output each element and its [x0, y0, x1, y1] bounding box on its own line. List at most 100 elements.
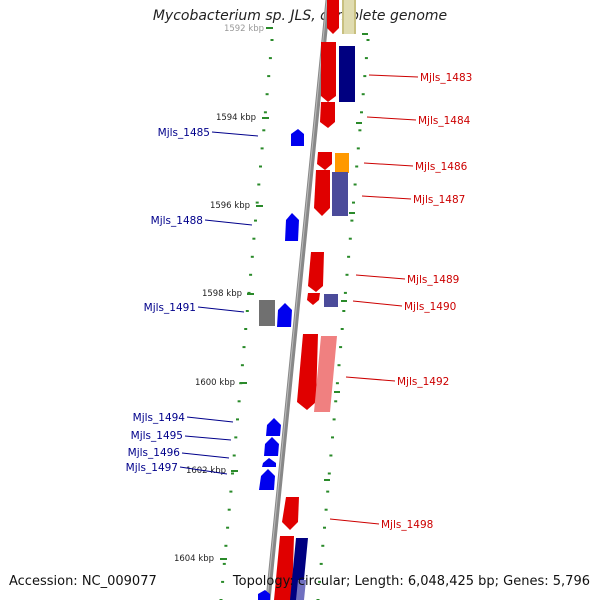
minor-tick [366, 39, 370, 41]
gene-arrow-lower-plus[interactable] [258, 590, 270, 600]
gene-block-mjls-1487[interactable] [332, 172, 348, 216]
minor-tick [270, 39, 274, 41]
scale-label-1596: 1596 kbp [210, 201, 250, 211]
minor-tick [229, 490, 233, 493]
gene-label-mjls-1484[interactable]: Mjls_1484 [418, 115, 471, 127]
gene-label-mjls-1485[interactable]: Mjls_1485 [158, 127, 210, 139]
minor-tick [337, 364, 341, 367]
minor-tick [361, 93, 365, 96]
gene-label-mjls-1495[interactable]: Mjls_1495 [131, 430, 183, 442]
gene-arrow-mjls-1485[interactable] [291, 129, 304, 146]
leader-mjls-1485 [211, 131, 259, 137]
gene-arrow-mjls-1487[interactable] [314, 170, 330, 216]
scale-label-1594: 1594 kbp [216, 113, 256, 123]
gene-label-mjls-1489[interactable]: Mjls_1489 [407, 274, 459, 286]
leader-mjls-1496 [181, 452, 230, 459]
gene-label-mjls-1488[interactable]: Mjls_1488 [151, 215, 203, 227]
gene-arrow-mjls-1492[interactable] [297, 334, 318, 410]
minor-tick [242, 346, 246, 349]
minor-tick [356, 147, 360, 150]
gene-block-mjls-1491[interactable] [259, 300, 275, 326]
gene-arrow-mjls-1483[interactable] [321, 42, 336, 102]
gene-arrow-mjls-1486[interactable] [317, 152, 332, 170]
gene-arrow-mjls-1489[interactable] [308, 252, 324, 292]
minor-tick [260, 147, 264, 150]
leader-mjls-1490 [352, 300, 403, 307]
minor-tick [343, 291, 347, 294]
gene-arrow-mjls-1495[interactable] [264, 437, 279, 456]
minor-tick [240, 364, 244, 367]
gene-label-mjls-1494[interactable]: Mjls_1494 [133, 412, 186, 424]
minor-tick [352, 201, 355, 204]
minor-tick [347, 255, 351, 258]
minor-tick [321, 544, 325, 547]
gene-arrow-mjls-1488[interactable] [285, 213, 299, 241]
leader-mjls-1484 [366, 116, 417, 121]
plus-strand-genes [258, 129, 304, 600]
gene-label-mjls-1497[interactable]: Mjls_1497 [126, 462, 178, 474]
minor-tick [329, 454, 333, 457]
gene-label-mjls-1496[interactable]: Mjls_1496 [128, 447, 181, 459]
gene-label-mjls-1487[interactable]: Mjls_1487 [413, 194, 465, 206]
gene-label-mjls-1492[interactable]: Mjls_1492 [397, 376, 449, 388]
gene-arrow-lower-a[interactable] [274, 536, 294, 600]
gene-arrow-mjls-1497[interactable] [259, 469, 275, 490]
scale-ticks-outer [316, 39, 370, 600]
gene-label-mjls-1490[interactable]: Mjls_1490 [404, 301, 456, 313]
leader-mjls-1492 [345, 376, 396, 382]
leader-mjls-1488 [204, 219, 253, 226]
minor-tick [245, 310, 249, 312]
leader-mjls-1498 [329, 518, 380, 525]
minor-tick [254, 219, 257, 222]
minor-tick [237, 400, 241, 403]
gene-block-lower-c[interactable] [296, 580, 306, 600]
minor-tick [353, 183, 357, 186]
minus-strand-genes [274, 0, 356, 600]
scale-label-1600: 1600 kbp [195, 378, 235, 388]
gene-labels: Mjls_1483 Mjls_1484 Mjls_1485 Mjls_1486 … [126, 72, 473, 531]
leader-mjls-1489 [355, 274, 406, 280]
minor-tick [327, 472, 331, 475]
minor-tick [358, 129, 362, 132]
leader-mjls-1494 [186, 416, 234, 423]
gene-block-mjls-1486[interactable] [335, 153, 349, 173]
genome-backbone [265, 0, 331, 600]
gene-arrow-mjls-1491[interactable] [277, 303, 292, 327]
gene-label-mjls-1486[interactable]: Mjls_1486 [415, 161, 468, 173]
gene-arrow-mjls-1498[interactable] [282, 497, 299, 530]
gene-label-mjls-1483[interactable]: Mjls_1483 [420, 72, 472, 84]
minor-tick [345, 273, 349, 276]
label-leaders [179, 74, 419, 525]
gene-arrow-mjls-1494[interactable] [266, 418, 281, 436]
leader-mjls-1487 [361, 195, 412, 200]
gene-block-mjls-1483[interactable] [339, 46, 355, 102]
minor-tick [224, 544, 228, 547]
minor-tick [339, 346, 343, 349]
minor-tick [252, 237, 256, 240]
minor-tick [360, 111, 363, 114]
minor-tick [259, 165, 262, 168]
gene-arrow-mjls-1490[interactable] [307, 293, 320, 305]
gene-arrow-mjls-1482[interactable] [327, 0, 339, 34]
gene-label-mjls-1491[interactable]: Mjls_1491 [144, 302, 196, 314]
minor-tick [263, 111, 267, 114]
minor-tick [249, 273, 253, 276]
minor-tick [267, 75, 271, 78]
minor-tick [350, 219, 354, 222]
minor-tick [326, 490, 330, 493]
minor-tick [268, 57, 272, 60]
map-title: Mycobacterium sp. JLS, complete genome [152, 8, 448, 24]
scale-label-1598: 1598 kbp [202, 289, 242, 299]
gene-block-mjls-1492[interactable] [314, 336, 337, 412]
minor-tick [257, 183, 261, 186]
gene-block-mjls-1490[interactable] [324, 294, 338, 307]
minor-tick [262, 129, 266, 132]
minor-tick [221, 580, 225, 583]
minor-tick [231, 472, 234, 475]
minor-tick [227, 508, 231, 511]
gene-arrow-mjls-1496[interactable] [262, 458, 276, 467]
minor-tick [364, 57, 368, 60]
gene-label-mjls-1498[interactable]: Mjls_1498 [381, 519, 433, 531]
gene-arrow-mjls-1484[interactable] [320, 102, 335, 128]
topology-text: Topology: circular; Length: 6,048,425 bp… [232, 574, 590, 589]
